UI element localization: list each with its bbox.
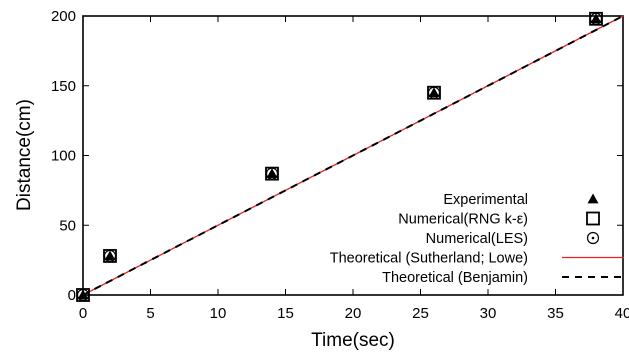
- data-point-filled-triangle: [104, 250, 116, 261]
- legend-marker: [586, 231, 600, 245]
- x-tick-label: 0: [79, 305, 87, 322]
- legend-marker-ring: [586, 231, 600, 245]
- x-tick-label: 25: [412, 305, 429, 322]
- y-tick-label: 200: [51, 8, 76, 25]
- axis-ticks: [82, 15, 624, 296]
- axis-tick-labels: 0 5 10 15 20 25 30 35 40 0 50 100 150 200: [51, 8, 629, 322]
- y-tick-label: 0: [68, 287, 76, 304]
- data-point-filled-triangle: [590, 13, 602, 24]
- legend-marker: [587, 193, 599, 204]
- x-axis-label: Time(sec): [311, 330, 395, 351]
- data-point-open-square: [427, 85, 441, 100]
- y-tick-label: 150: [51, 78, 76, 95]
- data-point-filled-triangle: [428, 87, 440, 98]
- data-point-open-square: [76, 288, 90, 302]
- x-tick-label: 10: [210, 305, 227, 322]
- legend-marker: [586, 211, 600, 226]
- x-tick-label: 35: [547, 305, 564, 322]
- y-axis-label: Distance(cm): [14, 99, 35, 211]
- y-tick-label: 50: [59, 217, 76, 234]
- data-point-open-square: [265, 166, 279, 181]
- legend-label: Theoretical (Sutherland; Lowe): [330, 251, 528, 267]
- x-tick-label: 5: [146, 305, 154, 322]
- data-point-filled-triangle: [77, 289, 89, 300]
- legend-label: Theoretical (Benjamin): [382, 270, 528, 286]
- data-point-open-square: [589, 11, 603, 26]
- x-tick-label: 15: [277, 305, 294, 322]
- series-line-1: [82, 15, 624, 296]
- y-tick-label: 100: [51, 148, 76, 165]
- legend-label: Numerical(LES): [426, 231, 528, 247]
- x-tick-label: 30: [480, 305, 497, 322]
- data-point-open-square: [103, 249, 117, 263]
- x-tick-label: 20: [345, 305, 362, 322]
- legend-label: Experimental: [443, 192, 528, 208]
- legend: Experimental Numerical(RNG k-ε) Numerical(…: [330, 192, 624, 286]
- data-point-filled-triangle: [266, 168, 278, 179]
- data-points: [76, 11, 603, 302]
- legend-marker-dot: [591, 236, 595, 240]
- x-tick-label: 40: [615, 305, 629, 322]
- legend-label: Numerical(RNG k-ε): [398, 212, 528, 228]
- theory-lines: [82, 15, 624, 296]
